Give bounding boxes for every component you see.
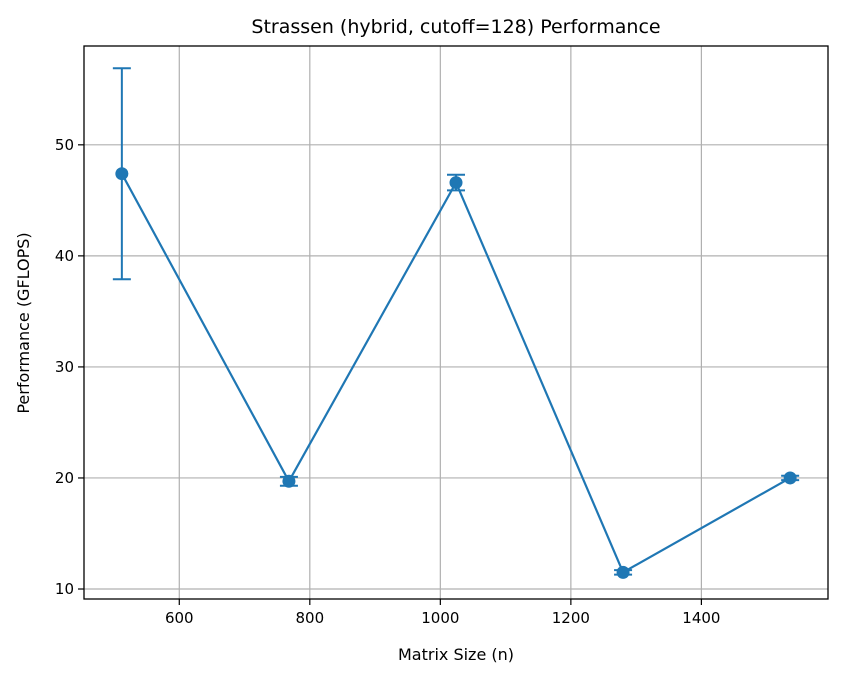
plot-data (112, 67, 800, 579)
y-tick-label: 20 (55, 469, 74, 487)
y-tick-label: 50 (55, 136, 74, 154)
grid (84, 46, 828, 599)
axis-ticks: 600 800 1000 1200 1400 10 20 30 40 50 (55, 136, 721, 627)
y-axis-label: Performance (GFLOPS) (14, 232, 33, 413)
y-tick-label: 30 (55, 358, 74, 376)
y-tick-label: 40 (55, 247, 74, 265)
x-tick-label: 800 (295, 609, 324, 627)
plot-frame (83, 45, 829, 600)
x-tick-label: 1400 (682, 609, 720, 627)
chart-title: Strassen (hybrid, cutoff=128) Performanc… (251, 16, 660, 38)
data-point (616, 565, 630, 579)
x-tick-label: 1000 (421, 609, 459, 627)
series-line (120, 173, 791, 574)
data-point (783, 471, 797, 485)
x-axis-label: Matrix Size (n) (398, 645, 514, 664)
x-tick-label: 600 (165, 609, 194, 627)
x-tick-label: 1200 (552, 609, 590, 627)
y-tick-label: 10 (55, 580, 74, 598)
data-point (282, 474, 296, 488)
data-point (449, 176, 463, 190)
data-point (115, 167, 129, 181)
